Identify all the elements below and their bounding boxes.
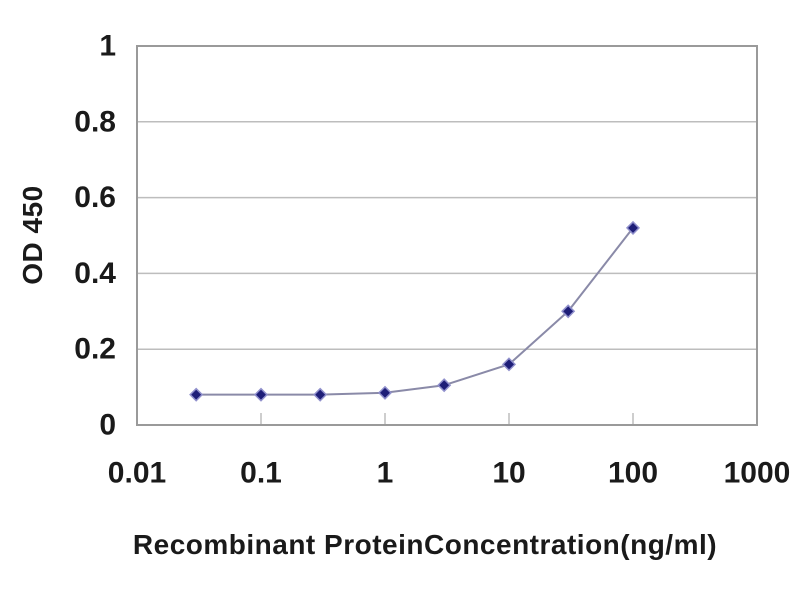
x-tick-label: 10 — [492, 457, 525, 490]
data-point-marker — [253, 387, 269, 402]
x-tick-label: 0.1 — [240, 457, 282, 490]
y-tick-label: 0.6 — [74, 181, 116, 214]
data-point-marker — [313, 387, 328, 402]
data-point-marker — [189, 387, 204, 402]
series-line — [196, 227, 634, 396]
x-tick-label: 1 — [377, 457, 394, 490]
y-tick-label: 0.2 — [74, 333, 116, 366]
x-tick-label: 1000 — [724, 457, 791, 490]
plot-border — [136, 45, 758, 426]
y-axis-label: OD 450 — [17, 185, 48, 285]
data-point-marker — [501, 357, 517, 372]
x-axis-label: Recombinant ProteinConcentration(ng/ml) — [132, 529, 718, 560]
data-point-marker — [377, 385, 393, 400]
data-point-marker — [561, 304, 576, 319]
data-point-marker — [625, 220, 641, 235]
y-tick-label: 0 — [99, 409, 116, 442]
x-tick-label: 100 — [608, 457, 658, 490]
y-tick-label: 0.8 — [74, 105, 116, 138]
data-point-marker — [437, 378, 452, 393]
y-tick-label: 0.4 — [74, 257, 116, 290]
x-tick-label: 0.01 — [108, 457, 166, 490]
y-tick-label: 1 — [99, 30, 116, 63]
